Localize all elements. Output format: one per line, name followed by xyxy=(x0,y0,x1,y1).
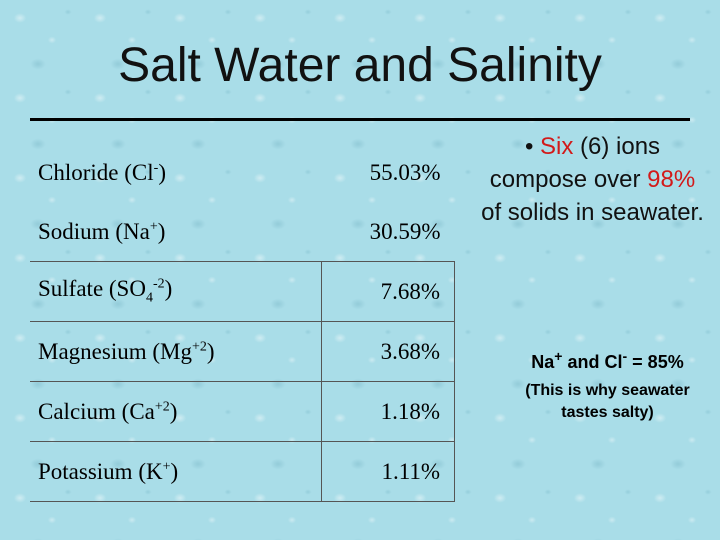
bullet-dot: • xyxy=(524,133,541,160)
highlight: 98% xyxy=(647,166,696,193)
row: Potassium (K+) 1.11% xyxy=(30,441,455,502)
charge: + xyxy=(162,458,171,474)
text: ) xyxy=(170,458,179,484)
text: Na xyxy=(531,352,555,372)
charge: + xyxy=(149,218,158,234)
percent: 1.11% xyxy=(321,441,455,502)
bullet: • Six (6) ions compose over 98% of solid… xyxy=(480,130,705,229)
text: ) xyxy=(158,159,166,185)
row: Sulfate (SO4-2) 7.68% xyxy=(30,261,455,322)
text: (6) ions compose over xyxy=(489,133,661,193)
text: Potassium (K xyxy=(38,458,163,484)
text: and Cl xyxy=(562,352,623,372)
ion: Potassium (K+) xyxy=(30,441,322,502)
charge: +2 xyxy=(191,338,207,354)
text: Magnesium (Mg xyxy=(38,338,192,364)
text: ) xyxy=(157,218,166,244)
percent: 3.68% xyxy=(321,321,455,382)
row: Magnesium (Mg+2) 3.68% xyxy=(30,321,455,382)
percent: 7.68% xyxy=(321,261,455,322)
text: Sulfate (SO xyxy=(38,276,146,302)
ion: Sodium (Na+) xyxy=(30,202,322,262)
title: Salt Water and Salinity xyxy=(118,39,602,92)
subscript: 4 xyxy=(145,290,153,306)
aside: (This is why seawater tastes salty) xyxy=(525,382,690,421)
ion-table: Chloride (Cl-) 55.03% Sodium (Na+) 30.59% … xyxy=(30,143,455,502)
row: Sodium (Na+) 30.59% xyxy=(30,202,455,262)
text: of solids in seawater. xyxy=(481,199,704,226)
ion: Chloride (Cl-) xyxy=(30,143,322,202)
charge: - xyxy=(153,159,159,175)
ion: Magnesium (Mg+2) xyxy=(30,321,322,382)
text: ) xyxy=(169,398,178,424)
highlight: Six xyxy=(540,133,574,160)
row: Calcium (Ca+2) 1.18% xyxy=(30,381,455,442)
percent: 1.18% xyxy=(321,381,455,442)
text: Sodium (Na xyxy=(38,218,150,244)
charge: -2 xyxy=(152,276,165,292)
percent: 55.03% xyxy=(369,159,441,185)
equation: Na+ and Cl- = 85% xyxy=(500,348,715,373)
text: ) xyxy=(206,338,215,364)
title-rule xyxy=(30,118,690,121)
ion: Sulfate (SO4-2) xyxy=(30,261,322,322)
text: = 85% xyxy=(627,352,684,372)
charge: +2 xyxy=(154,398,170,414)
ion: Calcium (Ca+2) xyxy=(30,381,322,442)
charge: + xyxy=(554,348,563,364)
text: ) xyxy=(164,276,173,302)
percent: 30.59% xyxy=(369,218,441,244)
charge: - xyxy=(622,348,628,364)
text: Calcium (Ca xyxy=(38,398,155,424)
row: Chloride (Cl-) 55.03% xyxy=(30,143,455,202)
text: Chloride (Cl xyxy=(38,159,154,185)
